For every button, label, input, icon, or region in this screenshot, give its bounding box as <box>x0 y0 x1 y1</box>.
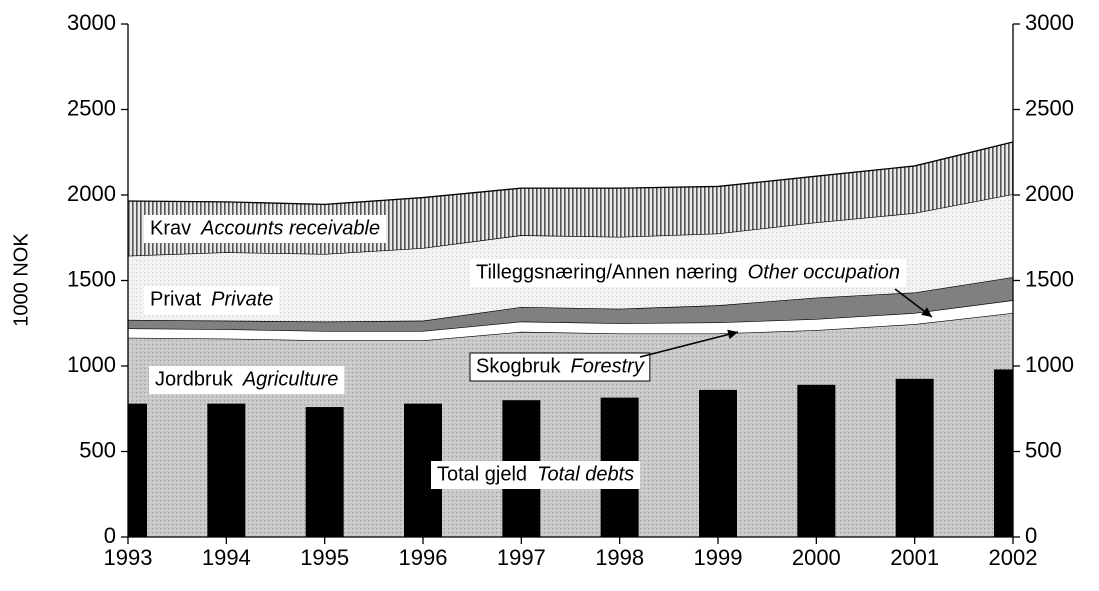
y-tick-label: 1000 <box>67 352 116 377</box>
label-text-en: Private <box>211 288 273 310</box>
bar <box>699 389 737 537</box>
label-box <box>431 461 641 489</box>
series-label: Skogbruk Forestry <box>469 352 651 382</box>
series-label: Krav Accounts receivable <box>144 215 387 243</box>
label-text: Krav <box>150 217 191 239</box>
y-tick-label: 1500 <box>67 266 116 291</box>
y-tick-label: 500 <box>79 437 116 462</box>
area-fill <box>128 300 1013 341</box>
y-tick-label: 3000 <box>67 10 116 35</box>
label-text: Tilleggsnæring/Annen næring <box>476 261 738 283</box>
y2-tick-label: 1500 <box>1025 266 1074 291</box>
label-text-en: Accounts receivable <box>200 217 380 239</box>
label-box <box>470 259 906 287</box>
y2-tick-label: 3000 <box>1025 10 1074 35</box>
pointer-head <box>727 329 738 340</box>
x-tick-label: 1999 <box>694 545 743 570</box>
series-label: Total gjeld Total debts <box>431 461 641 489</box>
x-tick-label: 2001 <box>890 545 939 570</box>
x-tick-label: 1993 <box>104 545 153 570</box>
label-text-en: Other occupation <box>748 261 900 283</box>
area-fill <box>128 194 1013 322</box>
area-fill <box>128 277 1013 331</box>
label-text-en: Forestry <box>571 355 645 377</box>
pointer-head <box>921 307 932 317</box>
y-axis-label: 1000 NOK <box>10 233 32 327</box>
area-fill <box>128 312 1013 537</box>
plot-area <box>128 141 1013 537</box>
label-text: Total gjeld <box>437 463 527 485</box>
area-edge <box>128 141 1013 206</box>
label-box <box>144 215 387 243</box>
x-tick-label: 2002 <box>989 545 1038 570</box>
x-tick-label: 1998 <box>595 545 644 570</box>
label-text-en: Agriculture <box>242 368 339 390</box>
label-box <box>149 366 345 394</box>
label-text: Jordbruk <box>155 368 234 390</box>
label-box <box>469 352 651 382</box>
x-tick-label: 1997 <box>497 545 546 570</box>
label-text-en: Total debts <box>537 463 634 485</box>
overlay: 0 500 1000 1500 2000 2500 3000 0 500 1000 1500 2000… <box>67 10 1074 570</box>
bar <box>895 378 934 537</box>
y2-tick-label: 2000 <box>1025 181 1074 206</box>
series-label: Tilleggsnæring/Annen næring Other occupat… <box>470 259 906 287</box>
x-tick-label: 1994 <box>202 545 251 570</box>
x-tick-label: 2000 <box>792 545 841 570</box>
y-tick-label: 0 <box>104 523 116 548</box>
label-text: Privat <box>150 288 202 310</box>
x-tick-label: 1996 <box>399 545 448 570</box>
series-label: Privat Private <box>144 286 280 314</box>
y2-tick-label: 1000 <box>1025 352 1074 377</box>
bar <box>797 384 836 537</box>
y-tick-label: 2000 <box>67 181 116 206</box>
bar <box>207 403 246 537</box>
pointer-line <box>639 331 739 358</box>
label-text: Skogbruk <box>476 355 561 377</box>
y2-tick-label: 500 <box>1025 437 1062 462</box>
bar <box>305 407 344 537</box>
label-box <box>144 286 280 314</box>
y2-tick-label: 0 <box>1025 523 1037 548</box>
bar <box>994 369 1013 537</box>
y-tick-label: 2500 <box>67 95 116 120</box>
y2-tick-label: 2500 <box>1025 95 1074 120</box>
x-tick-label: 1995 <box>300 545 349 570</box>
series-label: Jordbruk Agriculture <box>149 366 345 394</box>
bar <box>128 403 147 537</box>
